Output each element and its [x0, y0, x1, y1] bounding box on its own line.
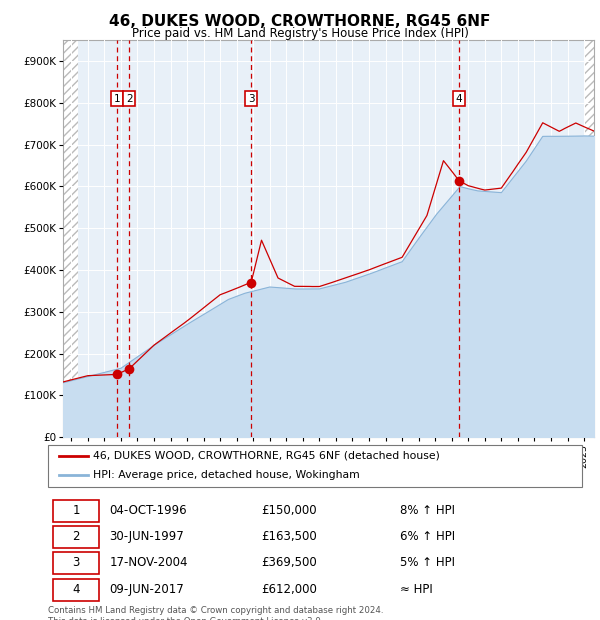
Text: 3: 3: [73, 556, 80, 569]
Text: 1: 1: [72, 504, 80, 517]
Text: £150,000: £150,000: [262, 504, 317, 517]
Text: ≈ HPI: ≈ HPI: [400, 583, 433, 596]
FancyBboxPatch shape: [53, 526, 99, 548]
Text: 2: 2: [72, 530, 80, 543]
Text: £163,500: £163,500: [262, 530, 317, 543]
Text: 09-JUN-2017: 09-JUN-2017: [109, 583, 184, 596]
Text: 6% ↑ HPI: 6% ↑ HPI: [400, 530, 455, 543]
Bar: [586, 40, 594, 437]
Text: 4: 4: [456, 94, 463, 104]
Text: HPI: Average price, detached house, Wokingham: HPI: Average price, detached house, Woki…: [94, 471, 360, 480]
Text: 3: 3: [248, 94, 254, 104]
Text: £369,500: £369,500: [262, 556, 317, 569]
Text: £612,000: £612,000: [262, 583, 317, 596]
FancyBboxPatch shape: [53, 552, 99, 574]
Text: 4: 4: [72, 583, 80, 596]
FancyBboxPatch shape: [53, 579, 99, 601]
FancyBboxPatch shape: [53, 500, 99, 522]
Text: 30-JUN-1997: 30-JUN-1997: [109, 530, 184, 543]
Text: Contains HM Land Registry data © Crown copyright and database right 2024.
This d: Contains HM Land Registry data © Crown c…: [48, 606, 383, 620]
Text: 17-NOV-2004: 17-NOV-2004: [109, 556, 188, 569]
Text: Price paid vs. HM Land Registry's House Price Index (HPI): Price paid vs. HM Land Registry's House …: [131, 27, 469, 40]
Text: 5% ↑ HPI: 5% ↑ HPI: [400, 556, 455, 569]
Text: 1: 1: [113, 94, 120, 104]
Text: 46, DUKES WOOD, CROWTHORNE, RG45 6NF (detached house): 46, DUKES WOOD, CROWTHORNE, RG45 6NF (de…: [94, 451, 440, 461]
Bar: [63, 40, 78, 437]
Text: 8% ↑ HPI: 8% ↑ HPI: [400, 504, 455, 517]
Text: 46, DUKES WOOD, CROWTHORNE, RG45 6NF: 46, DUKES WOOD, CROWTHORNE, RG45 6NF: [109, 14, 491, 29]
Text: 2: 2: [126, 94, 133, 104]
Text: 04-OCT-1996: 04-OCT-1996: [109, 504, 187, 517]
